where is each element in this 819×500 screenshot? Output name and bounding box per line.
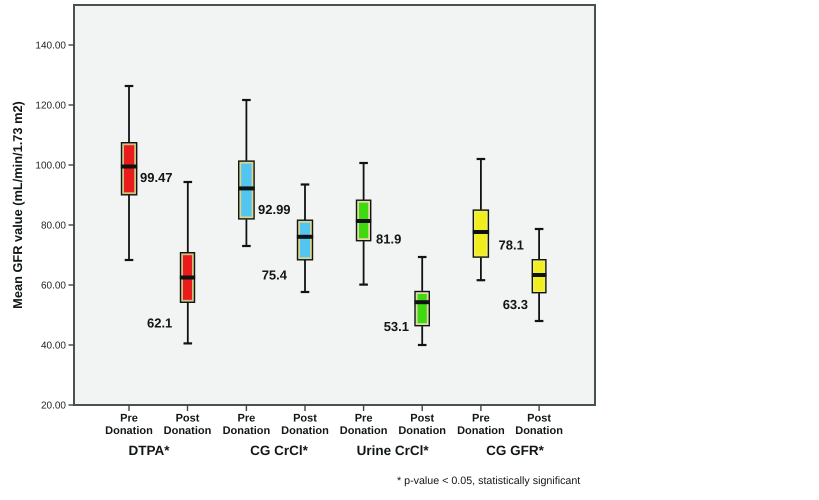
svg-text:40.00: 40.00	[41, 341, 66, 352]
svg-text:20.00: 20.00	[41, 401, 66, 412]
svg-text:CG CrCl*: CG CrCl*	[250, 443, 309, 458]
svg-text:63.3: 63.3	[503, 297, 528, 312]
svg-text:Post: Post	[176, 413, 200, 425]
svg-text:100.00: 100.00	[35, 161, 66, 172]
svg-text:Pre: Pre	[472, 413, 490, 425]
svg-text:CG GFR*: CG GFR*	[486, 443, 544, 458]
svg-text:Donation: Donation	[457, 425, 505, 437]
svg-text:60.00: 60.00	[41, 281, 66, 292]
svg-text:Donation: Donation	[164, 425, 212, 437]
svg-text:80.00: 80.00	[41, 221, 66, 232]
svg-text:Post: Post	[527, 413, 551, 425]
svg-text:99.47: 99.47	[140, 170, 173, 185]
svg-text:120.00: 120.00	[35, 101, 66, 112]
svg-text:75.4: 75.4	[262, 268, 288, 283]
svg-text:Post: Post	[293, 413, 317, 425]
svg-text:Donation: Donation	[398, 425, 446, 437]
svg-text:Donation: Donation	[223, 425, 271, 437]
svg-text:Urine CrCl*: Urine CrCl*	[357, 443, 430, 458]
svg-text:78.1: 78.1	[499, 237, 524, 252]
svg-text:Mean GFR value (mL/min/1.73 m2: Mean GFR value (mL/min/1.73 m2)	[10, 101, 25, 309]
svg-text:Donation: Donation	[281, 425, 329, 437]
svg-text:92.99: 92.99	[258, 202, 291, 217]
svg-text:53.1: 53.1	[384, 319, 409, 334]
svg-text:Donation: Donation	[515, 425, 563, 437]
svg-text:62.1: 62.1	[147, 316, 172, 331]
svg-text:* p-value < 0.05, statisticall: * p-value < 0.05, statistically signific…	[397, 475, 580, 487]
svg-text:Pre: Pre	[355, 413, 373, 425]
svg-text:Pre: Pre	[238, 413, 256, 425]
svg-text:140.00: 140.00	[35, 41, 66, 52]
svg-text:81.9: 81.9	[376, 232, 401, 247]
svg-text:Donation: Donation	[105, 425, 153, 437]
svg-text:Pre: Pre	[120, 413, 138, 425]
svg-text:Donation: Donation	[340, 425, 388, 437]
svg-text:DTPA*: DTPA*	[128, 443, 170, 458]
svg-text:Post: Post	[410, 413, 434, 425]
